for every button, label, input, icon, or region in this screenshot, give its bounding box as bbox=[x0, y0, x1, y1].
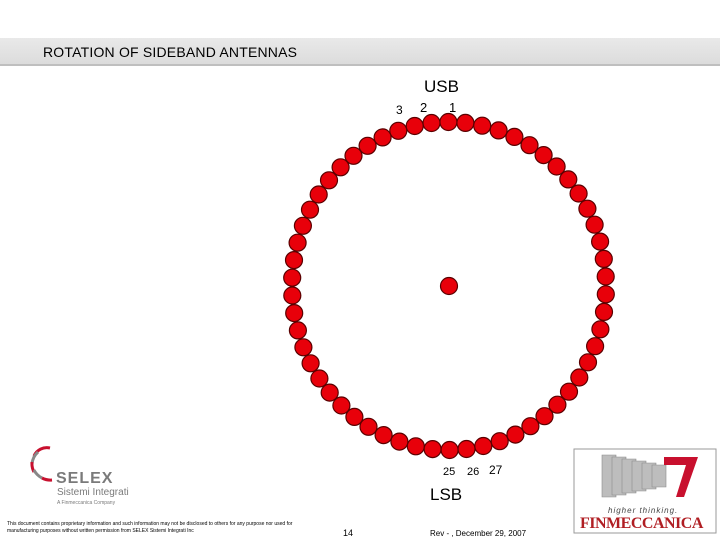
antenna-element bbox=[590, 232, 610, 251]
antenna-element bbox=[332, 396, 351, 415]
antenna-element bbox=[570, 368, 589, 387]
antenna-element bbox=[506, 425, 525, 444]
antenna-element bbox=[283, 268, 302, 287]
antenna-element bbox=[596, 285, 615, 304]
antenna-element bbox=[559, 170, 578, 189]
antenna-element bbox=[284, 251, 304, 270]
antenna-element bbox=[548, 395, 567, 414]
antenna-element bbox=[547, 157, 566, 176]
antenna-number-1: 1 bbox=[449, 100, 457, 115]
selex-subtitle: Sistemi Integrati bbox=[57, 487, 129, 498]
antenna-element bbox=[288, 233, 307, 252]
usb-label: USB bbox=[424, 77, 459, 96]
selex-wordmark: SELEX bbox=[56, 470, 114, 487]
finmeccanica-tagline: higher thinking. bbox=[608, 506, 679, 515]
proprietary-disclaimer: This document contains proprietary infor… bbox=[7, 521, 293, 534]
antenna-element bbox=[585, 337, 605, 356]
antenna-element bbox=[474, 436, 493, 456]
antenna-element bbox=[594, 249, 613, 268]
antenna-element bbox=[310, 369, 329, 388]
antenna-element bbox=[456, 113, 475, 133]
antenna-element bbox=[422, 113, 441, 133]
antenna-element bbox=[457, 439, 476, 459]
antenna-element bbox=[578, 199, 597, 218]
antenna-element bbox=[521, 417, 540, 436]
antenna-element bbox=[301, 354, 320, 373]
slide-title: ROTATION OF SIDEBAND ANTENNAS bbox=[43, 44, 298, 60]
antenna-element bbox=[300, 200, 320, 219]
antenna-element bbox=[596, 267, 615, 286]
title-divider bbox=[0, 64, 720, 66]
antenna-element bbox=[578, 353, 598, 372]
antenna-element bbox=[331, 158, 350, 177]
antenna-element bbox=[344, 146, 363, 165]
antenna-element bbox=[473, 116, 492, 135]
antenna-element bbox=[569, 184, 588, 203]
antenna-element bbox=[505, 127, 524, 146]
antenna-element bbox=[345, 407, 364, 426]
antenna-element bbox=[288, 321, 307, 340]
antenna-element bbox=[309, 185, 328, 204]
antenna-element bbox=[359, 417, 378, 436]
lsb-label: LSB bbox=[430, 485, 463, 504]
selex-tagline: A Finmeccanica Company bbox=[57, 500, 116, 506]
antenna-element bbox=[293, 216, 312, 235]
antenna-element bbox=[535, 407, 554, 426]
antenna-element bbox=[594, 302, 614, 321]
antenna-number-27: 27 bbox=[489, 463, 503, 477]
antenna-element bbox=[520, 136, 539, 155]
antenna-element bbox=[294, 338, 313, 357]
antenna-number-3: 3 bbox=[396, 103, 403, 117]
antenna-element bbox=[489, 121, 508, 140]
selex-logo-icon bbox=[30, 446, 53, 482]
antenna-element bbox=[440, 440, 459, 460]
antenna-element bbox=[374, 426, 393, 445]
antenna-element bbox=[319, 171, 339, 190]
antenna-number-25: 25 bbox=[443, 466, 456, 478]
antenna-element bbox=[439, 112, 458, 132]
antenna-element bbox=[390, 432, 409, 451]
antenna-element bbox=[585, 215, 604, 234]
antenna-element bbox=[389, 121, 408, 140]
finmeccanica-wordmark: FINMECCANICA bbox=[580, 515, 703, 532]
antenna-element bbox=[405, 116, 424, 136]
page-number: 14 bbox=[343, 528, 354, 538]
antenna-element bbox=[559, 382, 579, 401]
antenna-element bbox=[423, 440, 442, 459]
antenna-element bbox=[358, 136, 377, 155]
antenna-element bbox=[283, 286, 302, 305]
finmeccanica-logo-icon bbox=[573, 448, 717, 534]
antenna-element bbox=[285, 304, 304, 323]
center-antenna bbox=[439, 276, 459, 296]
antenna-number-2: 2 bbox=[420, 100, 428, 115]
antenna-element bbox=[320, 383, 339, 402]
antenna-element bbox=[490, 432, 509, 451]
title-bar: ROTATION OF SIDEBAND ANTENNAS bbox=[0, 38, 720, 64]
antenna-element bbox=[373, 128, 392, 147]
antenna-element bbox=[534, 146, 553, 165]
revision-date: Rev - , December 29, 2007 bbox=[430, 529, 527, 538]
antenna-element bbox=[406, 437, 425, 456]
antenna-number-26: 26 bbox=[467, 466, 480, 478]
antenna-element bbox=[591, 320, 610, 339]
